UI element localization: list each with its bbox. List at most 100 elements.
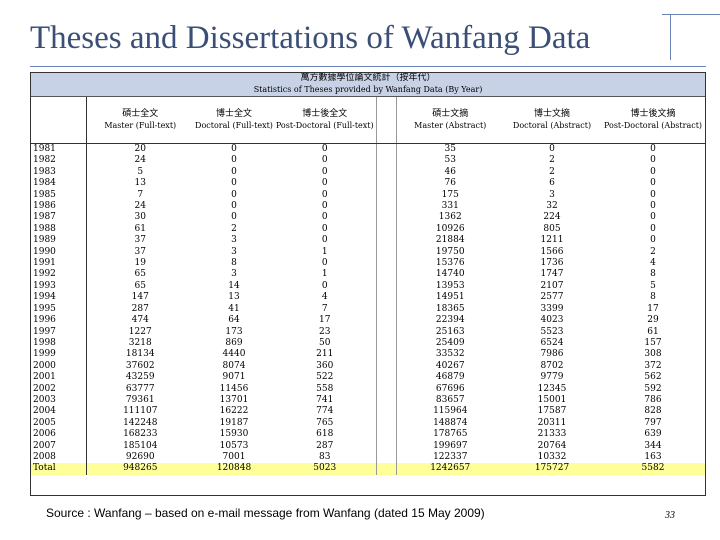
table-row: 1991 19 8 0 15376 1736 4: [30, 258, 706, 270]
value-cell: 3: [231, 246, 237, 257]
value-cell: 1566: [540, 246, 564, 257]
value-cell: 7001: [222, 451, 246, 462]
value-cell: 0: [549, 144, 555, 154]
value-cell: 21884: [435, 235, 465, 246]
column-header-row: 碩士全文 Master (Full-text) 博士全文 Doctoral (F…: [30, 96, 707, 144]
value-cell: 173: [225, 326, 243, 337]
column-header-zh: 博士文摘: [533, 109, 570, 119]
value-cell: 2: [549, 155, 555, 166]
value-cell: 18134: [125, 349, 155, 360]
value-cell: 142248: [123, 417, 158, 428]
separator-cell: [375, 429, 397, 441]
separator-cell: [375, 383, 397, 395]
value-cell: 14951: [435, 292, 465, 303]
year-cell: 1993: [30, 280, 87, 293]
table-row: 2008 92690 7001 83 122337 10332 163: [30, 451, 706, 464]
value-cell: 6: [549, 178, 555, 189]
value-cell: 13: [134, 178, 146, 189]
separator-cell: [375, 155, 397, 167]
value-cell: 2107: [540, 280, 564, 291]
separator-cell: [375, 349, 397, 361]
value-cell: 0: [650, 189, 656, 200]
value-cell: 0: [231, 144, 237, 154]
value-cell: 0: [321, 178, 328, 189]
separator-cell: [375, 280, 397, 293]
year-cell: 1999: [30, 349, 87, 361]
separator-cell: [375, 166, 397, 179]
year-cell: 1981: [30, 143, 87, 156]
value-cell: 40267: [435, 360, 465, 371]
value-cell: 558: [316, 383, 334, 394]
value-cell: 32: [546, 201, 558, 212]
value-cell: 1736: [540, 258, 564, 269]
value-cell: 0: [231, 166, 237, 177]
page-number: 33: [665, 510, 675, 521]
value-cell: 7986: [540, 349, 564, 360]
value-cell: 20764: [537, 440, 567, 451]
year-cell: 1994: [30, 292, 87, 304]
value-cell: 4: [650, 258, 656, 269]
year-cell: 1984: [30, 178, 87, 190]
value-cell: 17587: [537, 406, 567, 417]
separator-cell: [375, 223, 397, 236]
value-cell: 83: [319, 451, 331, 462]
table-row: 2002 63777 11456 558 67696 12345 592: [30, 383, 706, 395]
value-cell: 24: [134, 155, 146, 166]
value-cell: 1: [321, 246, 328, 257]
separator-cell: [375, 315, 397, 327]
value-cell: 0: [650, 201, 656, 212]
year-cell: 1988: [30, 223, 87, 236]
year-cell: 2001: [30, 372, 87, 384]
separator-cell: [375, 143, 397, 156]
value-cell: 46: [444, 166, 456, 177]
table-row: 1997 1227 173 23 25163 5523 61: [30, 326, 706, 338]
value-cell: 4023: [540, 315, 564, 326]
value-cell: 76: [444, 178, 456, 189]
table-row: 2007 185104 10573 287 199697 20764 344: [30, 440, 706, 452]
value-cell: 639: [644, 429, 662, 440]
value-cell: 7: [137, 189, 144, 200]
value-cell: 1: [321, 269, 328, 280]
year-cell: 2006: [30, 429, 87, 441]
column-header-zh: 碩士文摘: [432, 109, 469, 119]
separator-cell: [375, 246, 397, 259]
column-header-en: Post-Doctoral (Abstract): [603, 121, 703, 130]
value-cell: 4: [321, 292, 328, 303]
value-cell: 63777: [125, 383, 155, 394]
table-row: 2003 79361 13701 741 83657 15001 786: [30, 394, 706, 407]
value-cell: 372: [644, 360, 662, 371]
value-cell: 8702: [540, 360, 564, 371]
value-cell: 211: [316, 349, 334, 360]
column-header-postdoc-fulltext: 博士後全文 Post-Doctoral (Full-text): [274, 96, 376, 144]
value-cell: 168233: [123, 429, 158, 440]
value-cell: 23: [319, 326, 331, 337]
year-cell: 2008: [30, 451, 87, 464]
value-cell: 592: [644, 383, 662, 394]
value-cell: 15376: [435, 258, 465, 269]
value-cell: 765: [316, 417, 334, 428]
value-cell: 0: [231, 212, 237, 223]
separator-cell: [375, 406, 397, 418]
value-cell: 15930: [219, 429, 249, 440]
total-row: Total 948265 120848 5023 1242657 175727 5582: [30, 463, 707, 475]
year-cell: 1986: [30, 201, 87, 213]
year-cell: 1982: [30, 155, 87, 167]
column-header-zh: 博士後全文: [302, 109, 348, 119]
value-cell: 29: [647, 315, 659, 326]
value-cell: 287: [131, 303, 149, 314]
value-cell: 14: [228, 280, 240, 291]
value-cell: 2: [231, 223, 237, 234]
separator-cell: [375, 201, 397, 213]
value-cell: 2: [549, 166, 555, 177]
table-row: 1996 474 64 17 22394 4023 29: [30, 315, 706, 327]
value-cell: 308: [644, 349, 662, 360]
value-cell: 5582: [600, 463, 707, 475]
value-cell: 13: [228, 292, 240, 303]
table-title-en: Statistics of Theses provided by Wanfang…: [30, 84, 707, 97]
year-cell: 1989: [30, 235, 87, 247]
year-cell: 2004: [30, 406, 87, 418]
separator-cell: [375, 372, 397, 384]
column-header-en: Doctoral (Abstract): [512, 121, 592, 130]
table-row: 2004 111107 16222 774 115964 17587 828: [30, 406, 706, 418]
value-cell: 3: [549, 189, 555, 200]
